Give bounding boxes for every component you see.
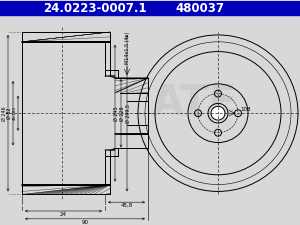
- Text: 45,8: 45,8: [120, 203, 133, 208]
- Circle shape: [211, 106, 225, 120]
- Bar: [0, 1, 300, 15]
- Text: 24: 24: [60, 212, 67, 217]
- Text: 108: 108: [240, 107, 250, 112]
- Text: ATE: ATE: [152, 82, 238, 124]
- Text: 480037: 480037: [176, 2, 224, 15]
- Text: Ø 245: Ø 245: [114, 106, 119, 121]
- Text: M14x1,5 (4x): M14x1,5 (4x): [124, 32, 130, 64]
- Text: Ø 228: Ø 228: [120, 106, 125, 121]
- Text: 45,180: 45,180: [13, 106, 17, 120]
- Text: 24.0223-0007.1: 24.0223-0007.1: [43, 2, 147, 15]
- Text: Ø 82: Ø 82: [7, 108, 12, 119]
- Text: 90: 90: [82, 220, 88, 225]
- Text: Ø 299,5: Ø 299,5: [126, 104, 131, 123]
- Text: Ø 246: Ø 246: [2, 106, 7, 121]
